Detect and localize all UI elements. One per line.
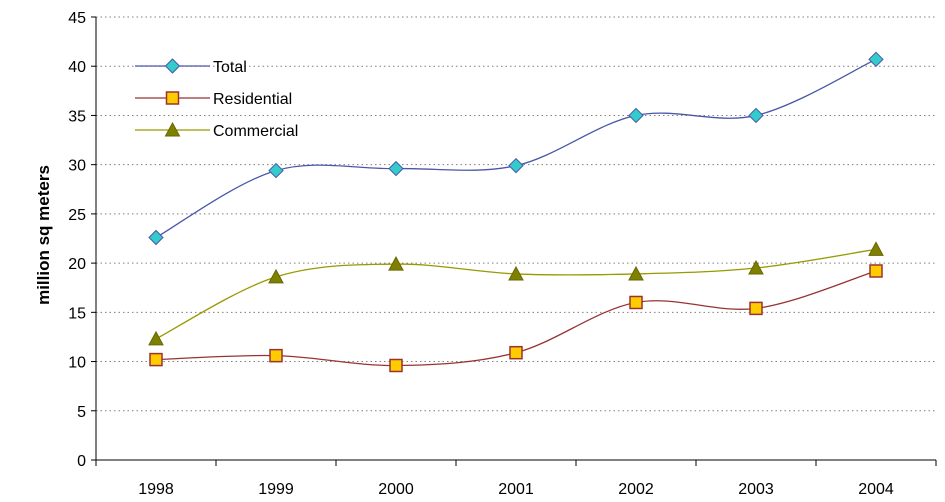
residential-marker-2004 bbox=[869, 264, 883, 278]
x-tick-label-2000: 2000 bbox=[378, 481, 414, 498]
commercial-marker-2003 bbox=[748, 259, 764, 275]
legend-marker-total bbox=[164, 58, 181, 74]
total-marker-2001 bbox=[508, 157, 524, 174]
y-tick-label: 20 bbox=[68, 256, 86, 273]
total-marker-2002 bbox=[628, 107, 644, 124]
residential-marker-1998 bbox=[149, 352, 163, 367]
legend: Total Residential Commercial bbox=[135, 58, 298, 140]
residential-marker-2003 bbox=[749, 301, 763, 316]
gridlines bbox=[96, 16, 936, 412]
y-tick-label: 0 bbox=[77, 453, 86, 470]
y-tick-label: 10 bbox=[68, 355, 86, 372]
legend-label-commercial: Commercial bbox=[213, 123, 298, 140]
commercial-marker-2002 bbox=[628, 265, 644, 281]
commercial-marker-1998 bbox=[148, 330, 164, 346]
axes bbox=[91, 16, 937, 466]
legend-label-residential: Residential bbox=[213, 91, 292, 108]
y-axis-title: million sq meters bbox=[34, 165, 53, 305]
y-tick-label: 15 bbox=[68, 305, 86, 322]
y-tick-label: 25 bbox=[68, 207, 86, 224]
legend-marker-commercial bbox=[164, 121, 181, 137]
total-marker-1999 bbox=[268, 162, 284, 179]
x-tick-label-1998: 1998 bbox=[138, 481, 174, 498]
x-tick-label-1999: 1999 bbox=[258, 481, 294, 498]
legend-marker-residential bbox=[165, 91, 180, 105]
y-tick-label: 5 bbox=[77, 404, 86, 421]
commercial-marker-1999 bbox=[268, 268, 284, 284]
total-marker-1998 bbox=[148, 229, 164, 246]
series-markers bbox=[148, 51, 884, 373]
y-tick-label: 35 bbox=[68, 108, 86, 125]
residential-marker-2002 bbox=[629, 295, 643, 310]
y-tick-label: 40 bbox=[68, 59, 86, 76]
x-tick-label-2002: 2002 bbox=[618, 481, 654, 498]
total-marker-2003 bbox=[748, 107, 764, 124]
x-tick-labels: 1998 1999 2000 2001 2002 2003 2004 bbox=[138, 481, 894, 498]
total-marker-2004 bbox=[868, 51, 884, 68]
series-line-total bbox=[155, 58, 877, 239]
x-tick-label-2004: 2004 bbox=[858, 481, 894, 498]
commercial-marker-2001 bbox=[508, 265, 524, 281]
y-tick-label: 30 bbox=[68, 158, 86, 175]
x-tick-label-2003: 2003 bbox=[738, 481, 774, 498]
residential-marker-2001 bbox=[509, 345, 523, 360]
residential-marker-2000 bbox=[389, 358, 403, 373]
commercial-marker-2004 bbox=[868, 241, 884, 256]
commercial-marker-2000 bbox=[388, 256, 404, 271]
residential-marker-1999 bbox=[269, 348, 283, 363]
y-tick-label: 45 bbox=[68, 10, 86, 27]
legend-label-total: Total bbox=[213, 59, 247, 76]
y-tick-labels: 0 5 10 15 20 25 30 35 40 45 bbox=[68, 10, 86, 470]
x-tick-label-2001: 2001 bbox=[498, 481, 534, 498]
total-marker-2000 bbox=[388, 160, 404, 177]
